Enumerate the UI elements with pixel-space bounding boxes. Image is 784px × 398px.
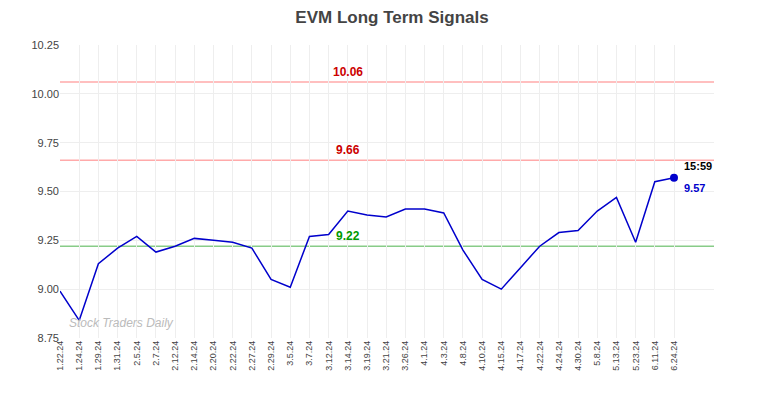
svg-text:2.7.24: 2.7.24 xyxy=(151,341,161,366)
svg-text:2.20.24: 2.20.24 xyxy=(208,341,218,371)
svg-text:10.25: 10.25 xyxy=(31,39,59,51)
svg-text:9.50: 9.50 xyxy=(38,185,59,197)
svg-text:15:59: 15:59 xyxy=(684,160,712,172)
svg-text:Stock Traders Daily: Stock Traders Daily xyxy=(69,316,174,330)
svg-text:3.14.24: 3.14.24 xyxy=(343,341,353,371)
svg-text:2.22.24: 2.22.24 xyxy=(228,341,238,371)
svg-text:4.17.24: 4.17.24 xyxy=(515,341,525,371)
svg-text:1.24.24: 1.24.24 xyxy=(74,341,84,371)
svg-text:2.14.24: 2.14.24 xyxy=(189,341,199,371)
svg-text:4.1.24: 4.1.24 xyxy=(419,341,429,366)
svg-text:9.66: 9.66 xyxy=(336,143,360,157)
svg-text:3.21.24: 3.21.24 xyxy=(381,341,391,371)
svg-text:9.57: 9.57 xyxy=(684,182,705,194)
svg-text:4.10.24: 4.10.24 xyxy=(477,341,487,371)
svg-text:8.75: 8.75 xyxy=(38,332,59,344)
svg-text:6.24.24: 6.24.24 xyxy=(669,341,679,371)
svg-text:10.06: 10.06 xyxy=(333,65,363,79)
svg-text:4.3.24: 4.3.24 xyxy=(439,341,449,366)
svg-text:2.27.24: 2.27.24 xyxy=(247,341,257,371)
svg-text:2.29.24: 2.29.24 xyxy=(266,341,276,371)
svg-text:1.22.24: 1.22.24 xyxy=(55,341,65,371)
svg-text:9.00: 9.00 xyxy=(38,283,59,295)
svg-text:5.8.24: 5.8.24 xyxy=(592,341,602,366)
svg-text:9.25: 9.25 xyxy=(38,234,59,246)
svg-text:9.75: 9.75 xyxy=(38,137,59,149)
svg-text:3.26.24: 3.26.24 xyxy=(400,341,410,371)
svg-text:2.5.24: 2.5.24 xyxy=(132,341,142,366)
svg-text:3.5.24: 3.5.24 xyxy=(285,341,295,366)
svg-text:9.22: 9.22 xyxy=(336,229,360,243)
svg-text:1.29.24: 1.29.24 xyxy=(93,341,103,371)
svg-text:1.31.24: 1.31.24 xyxy=(112,341,122,371)
svg-text:3.12.24: 3.12.24 xyxy=(324,341,334,371)
svg-text:4.22.24: 4.22.24 xyxy=(535,341,545,371)
svg-text:5.13.24: 5.13.24 xyxy=(611,341,621,371)
svg-text:4.15.24: 4.15.24 xyxy=(496,341,506,371)
svg-text:6.11.24: 6.11.24 xyxy=(650,341,660,370)
svg-text:3.7.24: 3.7.24 xyxy=(304,341,314,366)
svg-text:5.23.24: 5.23.24 xyxy=(631,341,641,371)
svg-text:4.8.24: 4.8.24 xyxy=(458,341,468,366)
svg-text:4.24.24: 4.24.24 xyxy=(554,341,564,371)
svg-text:4.30.24: 4.30.24 xyxy=(573,341,583,371)
svg-text:3.19.24: 3.19.24 xyxy=(362,341,372,371)
svg-text:10.00: 10.00 xyxy=(31,88,59,100)
svg-text:EVM Long Term Signals: EVM Long Term Signals xyxy=(295,8,488,27)
svg-text:2.12.24: 2.12.24 xyxy=(170,341,180,371)
